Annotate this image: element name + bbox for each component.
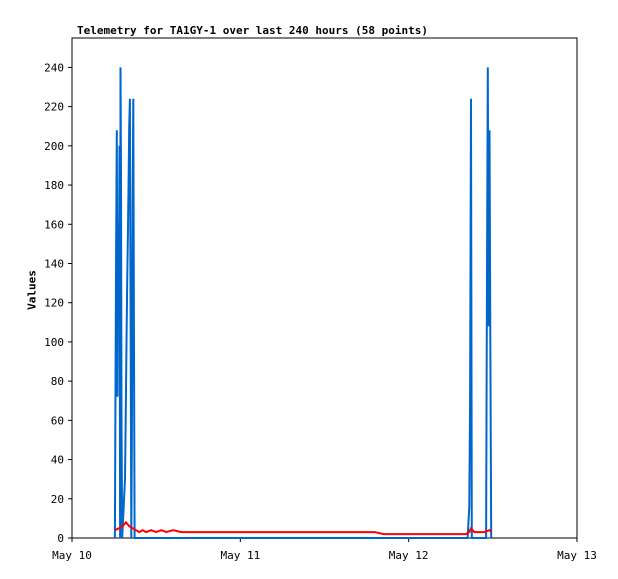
x-tick-label: May 11 bbox=[220, 549, 260, 562]
y-tick-label: 80 bbox=[51, 375, 64, 388]
x-tick-label: May 10 bbox=[52, 549, 92, 562]
y-tick-label: 60 bbox=[51, 414, 64, 427]
y-tick-label: 200 bbox=[44, 140, 64, 153]
series-line-1 bbox=[113, 67, 493, 539]
y-tick-label: 40 bbox=[51, 454, 64, 467]
y-tick-label: 120 bbox=[44, 297, 64, 310]
y-tick-label: 20 bbox=[51, 493, 64, 506]
y-tick-label: 140 bbox=[44, 257, 64, 270]
series-line-2 bbox=[114, 520, 492, 536]
y-tick-label: 160 bbox=[44, 218, 64, 231]
y-tick-label: 100 bbox=[44, 336, 64, 349]
plot-frame bbox=[71, 37, 578, 539]
y-tick-label: 180 bbox=[44, 179, 64, 192]
x-tick-label: May 12 bbox=[389, 549, 429, 562]
y-tick-label: 240 bbox=[44, 61, 64, 74]
chart-title: Telemetry for TA1GY-1 over last 240 hour… bbox=[77, 24, 428, 37]
y-tick-label: 0 bbox=[57, 532, 64, 545]
x-tick-label: May 13 bbox=[557, 549, 597, 562]
y-tick-label: 220 bbox=[44, 101, 64, 114]
